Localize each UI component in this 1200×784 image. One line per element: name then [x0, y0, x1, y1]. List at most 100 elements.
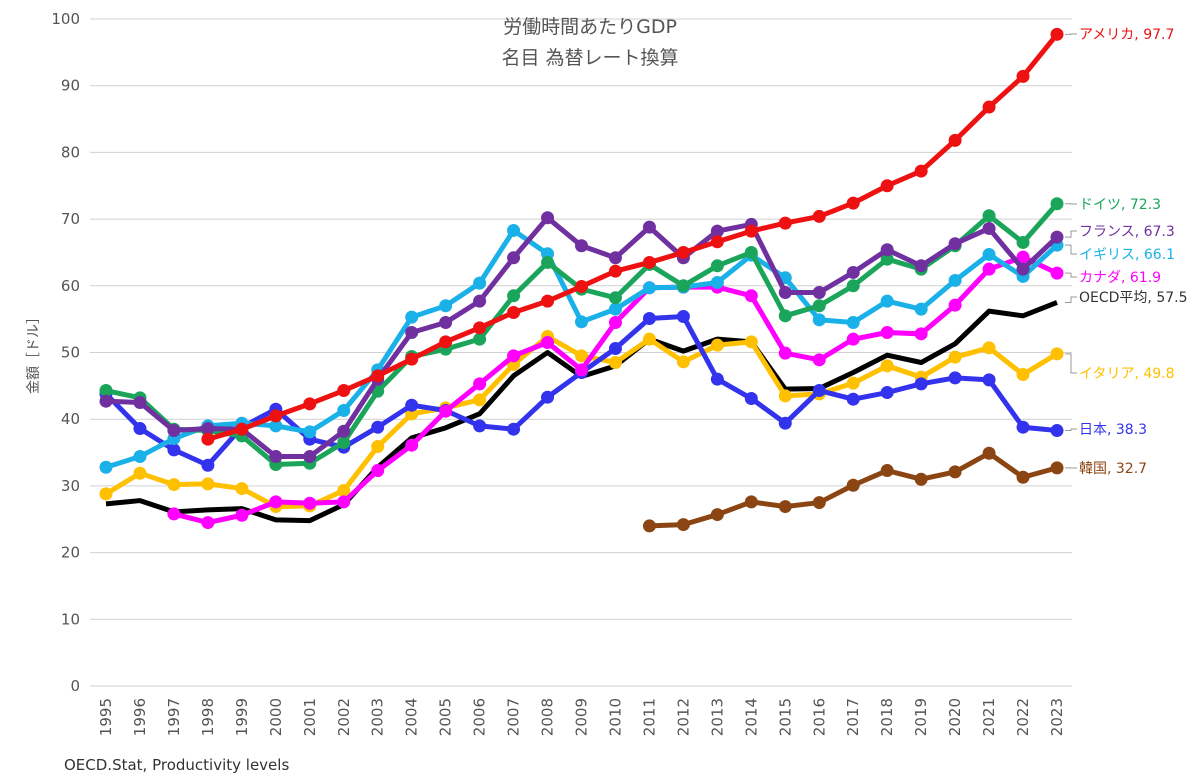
data-point: [914, 164, 928, 178]
x-tick-label: 2017: [844, 698, 862, 736]
data-point: [778, 285, 792, 299]
data-point: [948, 465, 962, 479]
data-point: [541, 335, 555, 349]
data-point: [744, 392, 758, 406]
x-tick-label: 2012: [674, 698, 692, 736]
x-tick-label: 1995: [97, 698, 115, 736]
data-point: [371, 420, 385, 434]
data-point: [608, 341, 622, 355]
data-point: [473, 321, 487, 335]
x-tick-label: 2009: [573, 698, 591, 736]
x-tick-label: 2014: [742, 698, 760, 736]
data-point: [303, 425, 317, 439]
data-point: [812, 313, 826, 327]
y-axis-label: 金額［ドル］: [26, 310, 42, 394]
x-tick-label: 2015: [776, 698, 794, 736]
data-point: [948, 298, 962, 312]
data-point: [371, 369, 385, 383]
y-tick-label: 90: [61, 77, 80, 95]
data-point: [405, 352, 419, 366]
data-point: [676, 518, 690, 532]
data-point: [880, 252, 894, 266]
data-point: [642, 255, 656, 269]
data-point: [1016, 250, 1030, 264]
x-tick-label: 2020: [946, 698, 964, 736]
data-point: [201, 458, 215, 472]
data-point: [846, 265, 860, 279]
data-point: [167, 424, 181, 438]
data-point: [982, 341, 996, 355]
label-leader: [1065, 353, 1077, 374]
data-point: [778, 216, 792, 230]
data-point: [133, 450, 147, 464]
data-point: [201, 516, 215, 530]
data-point: [642, 220, 656, 234]
data-point: [642, 281, 656, 295]
data-point: [1050, 461, 1064, 475]
data-point: [880, 179, 894, 193]
data-point: [99, 460, 113, 474]
data-point: [507, 422, 521, 436]
end-label: 韓国, 32.7: [1079, 461, 1147, 477]
data-point: [982, 100, 996, 114]
data-point: [812, 285, 826, 299]
data-point: [1016, 368, 1030, 382]
data-point: [269, 495, 283, 509]
data-point: [473, 332, 487, 346]
data-point: [541, 294, 555, 308]
x-tick-label: 2002: [335, 698, 353, 736]
source-note: OECD.Stat, Productivity levels: [64, 756, 290, 774]
data-point: [608, 302, 622, 316]
chart-subtitle: 名目 為替レート換算: [501, 47, 678, 69]
x-tick-label: 1997: [165, 698, 183, 736]
end-label: イタリア, 49.8: [1079, 366, 1175, 382]
data-point: [744, 289, 758, 303]
data-point: [710, 259, 724, 273]
data-point: [133, 422, 147, 436]
x-tick-label: 2006: [471, 698, 489, 736]
data-point: [778, 416, 792, 430]
data-point: [1016, 69, 1030, 83]
data-point: [812, 353, 826, 367]
data-point: [1050, 197, 1064, 211]
data-point: [812, 384, 826, 398]
x-tick-label: 2023: [1048, 698, 1066, 736]
data-point: [642, 519, 656, 533]
data-point: [99, 394, 113, 408]
x-tick-label: 2016: [810, 698, 828, 736]
x-tick-label: 2001: [301, 698, 319, 736]
data-point: [676, 245, 690, 259]
data-point: [982, 262, 996, 276]
data-point: [778, 389, 792, 403]
data-point: [575, 279, 588, 293]
y-tick-label: 100: [51, 10, 80, 28]
series-イギリス: [99, 223, 1064, 474]
chart-title: 労働時間あたりGDP: [503, 16, 677, 38]
data-point: [1016, 235, 1030, 249]
data-point: [846, 196, 860, 210]
data-point: [710, 275, 724, 289]
label-leader: [1065, 230, 1077, 238]
data-point: [812, 209, 826, 223]
series-韓国: [642, 446, 1064, 533]
data-point: [710, 224, 724, 238]
data-point: [812, 299, 826, 313]
data-point: [405, 398, 419, 412]
data-point: [744, 245, 758, 259]
x-tick-label: 2021: [980, 698, 998, 736]
x-tick-label: 2018: [878, 698, 896, 736]
data-point: [201, 422, 215, 436]
data-point: [608, 251, 622, 265]
data-point: [982, 446, 996, 460]
y-tick-label: 70: [61, 210, 80, 228]
data-point: [744, 224, 758, 238]
data-point: [337, 384, 351, 398]
data-point: [982, 221, 996, 235]
end-label: 日本, 38.3: [1079, 422, 1147, 438]
y-tick-label: 40: [61, 410, 80, 428]
label-leader: [1065, 244, 1077, 255]
data-point: [1050, 230, 1064, 244]
data-point: [167, 443, 181, 457]
data-point: [710, 508, 724, 522]
data-point: [948, 133, 962, 147]
